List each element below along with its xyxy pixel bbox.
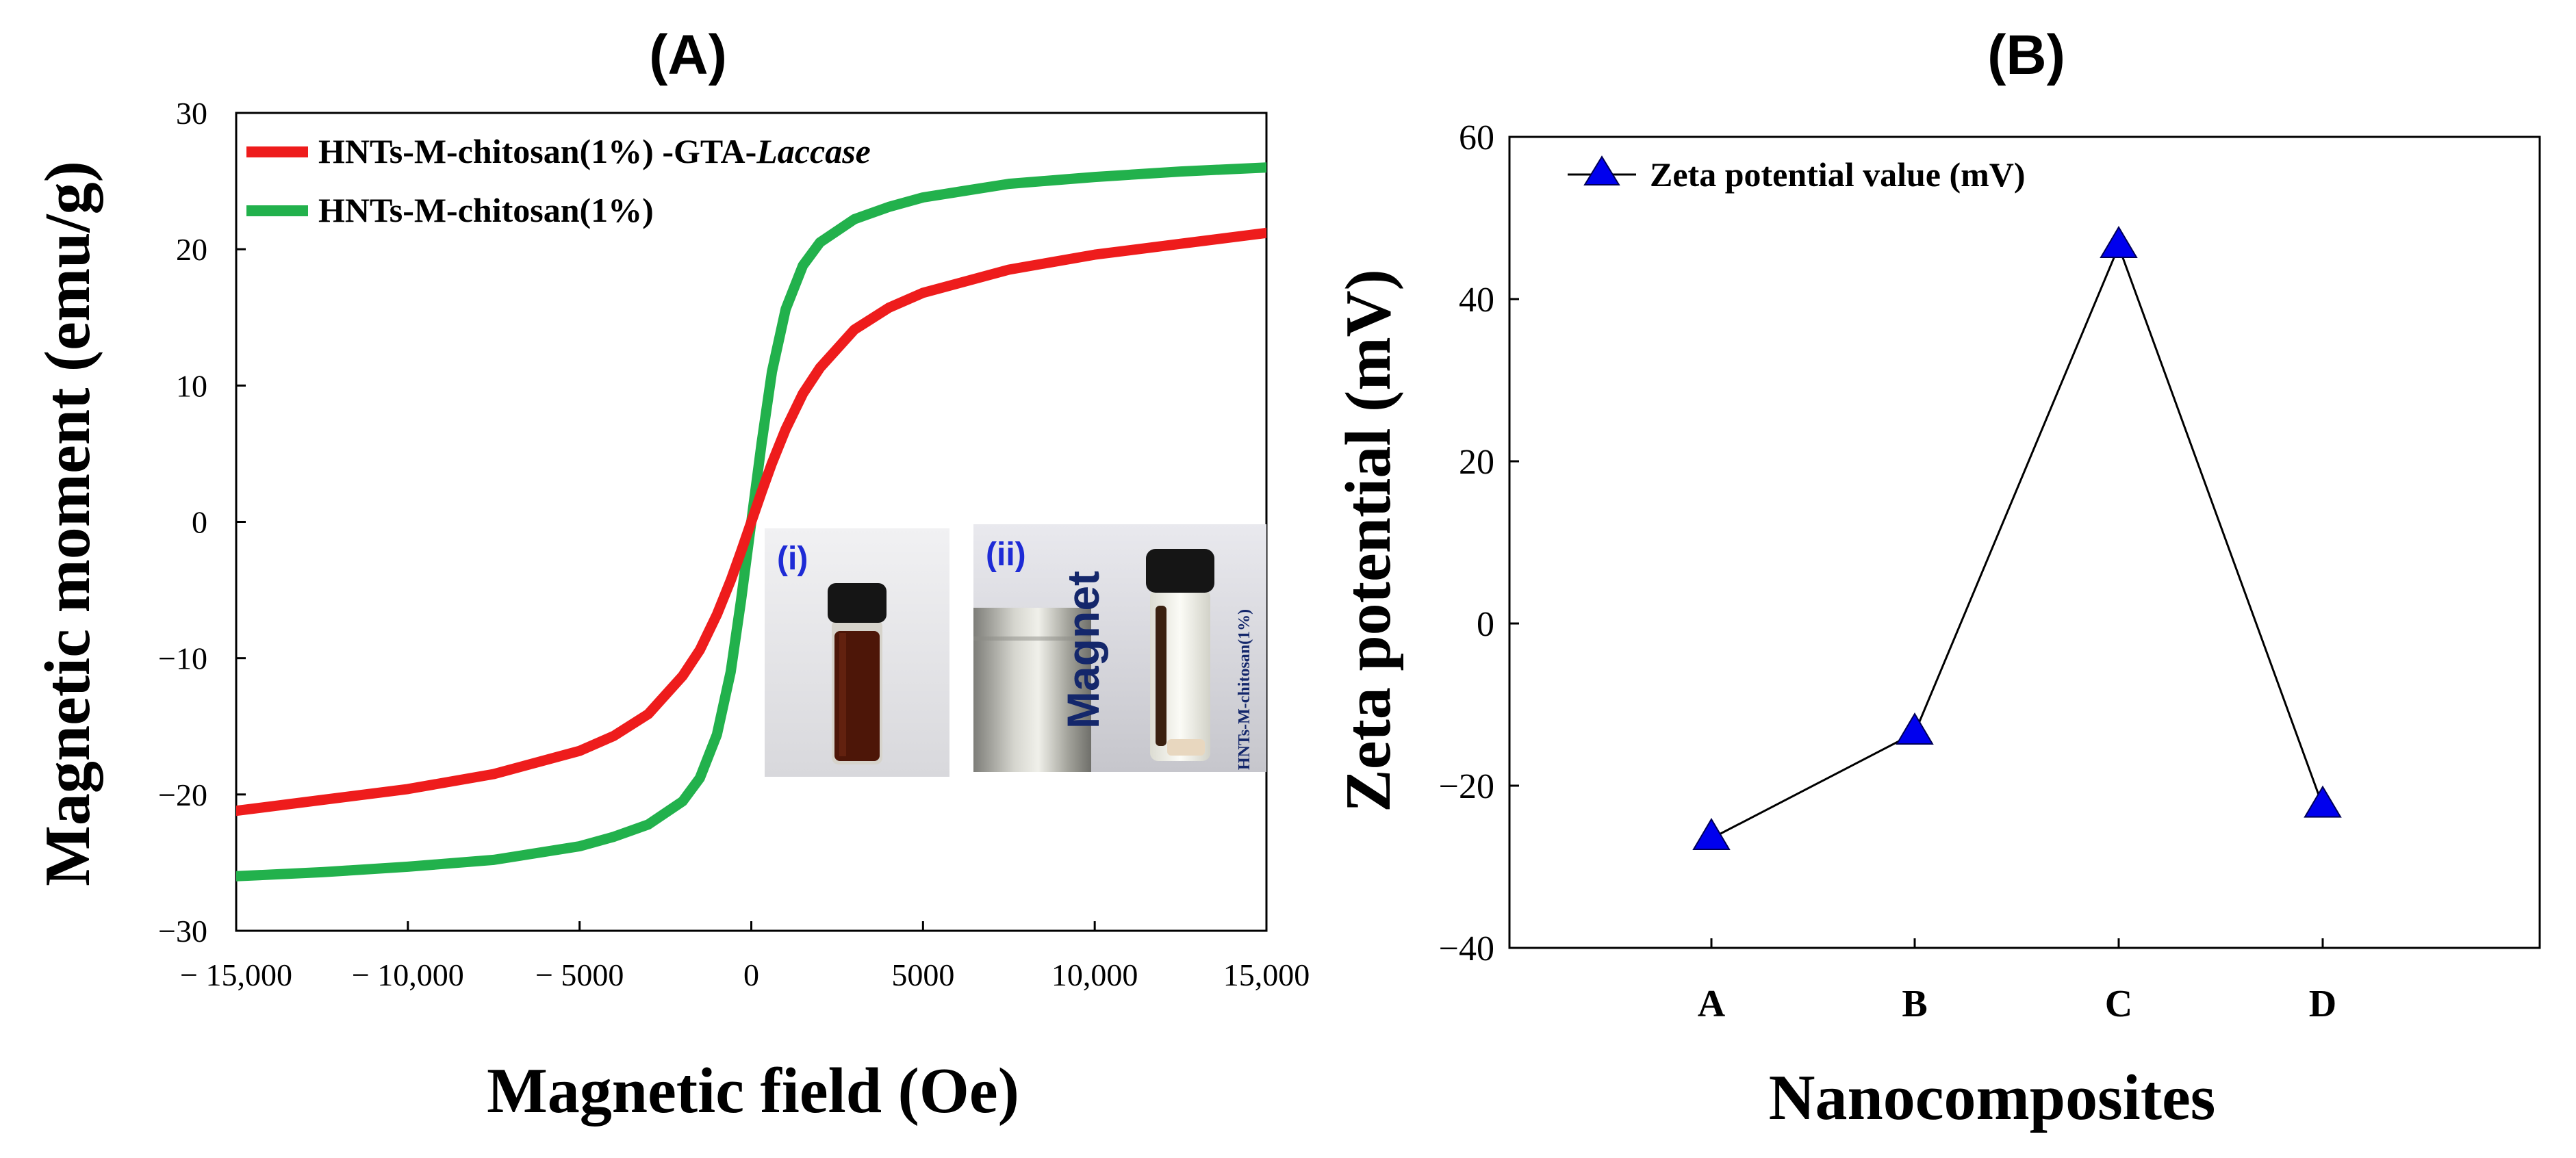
panel-a: (A) 30 20 10 0 −10 −20 −30 − 15,000 − 10,000 − 5… <box>32 24 1310 1127</box>
x-tick-label-a: 15,000 <box>1223 957 1310 992</box>
y-tick-label-a: 0 <box>192 505 207 540</box>
legend-b: Zeta potential value (mV) <box>1568 155 2026 194</box>
legend-label-laccase: HNTs-M-chitosan(1%) -GTA-Laccase <box>318 132 871 170</box>
x-tick-label-b: D <box>2309 983 2336 1025</box>
y-axis-ticks-b: 60 40 20 0 −20 −40 <box>1439 118 1519 968</box>
x-axis-ticks-a: − 15,000 − 10,000 − 5000 0 5000 10,000 15,000 <box>180 921 1310 992</box>
y-axis-title-a: Magnetic moment (emu/g) <box>32 161 103 886</box>
inset-label-ii: (ii) <box>986 537 1026 573</box>
y-tick-label-a: −30 <box>158 914 207 949</box>
x-tick-label-a: − 15,000 <box>180 957 292 992</box>
zeta-series <box>1692 226 2342 851</box>
legend-label-chitosan: HNTs-M-chitosan(1%) <box>318 191 654 229</box>
magnet-label: Magnet <box>1058 571 1108 729</box>
y-tick-label-b: 40 <box>1459 281 1494 320</box>
y-tick-label-b: −20 <box>1439 767 1494 806</box>
x-tick-label-a: − 10,000 <box>352 957 464 992</box>
panel-b-label: (B) <box>1987 24 2065 86</box>
y-tick-label-a: 30 <box>176 96 207 131</box>
legend-label-zeta: Zeta potential value (mV) <box>1650 155 2026 194</box>
y-tick-label-a: 10 <box>176 368 207 403</box>
magnet-block <box>973 608 1091 772</box>
vial-label: HNTs-M-chitosan(1%) <box>1236 609 1253 770</box>
magnetization-curves <box>236 162 1266 882</box>
x-tick-label-b: C <box>2105 983 2132 1025</box>
y-axis-title-b: Zeta potential (mV) <box>1333 269 1404 812</box>
y-tick-label-a: 20 <box>176 232 207 267</box>
x-tick-label-a: 10,000 <box>1051 957 1138 992</box>
y-tick-label-a: −20 <box>158 777 207 812</box>
x-tick-label-b: A <box>1698 983 1726 1025</box>
x-tick-label-a: 5000 <box>891 957 954 992</box>
series-line-laccase <box>236 227 1266 816</box>
data-point-a <box>1692 818 1731 851</box>
x-axis-title-b: Nanocomposites <box>1769 1062 2216 1133</box>
data-point-d <box>2304 785 2342 818</box>
inset-photo-ii: Magnet HNTs-M-chitosan(1%) (ii) <box>973 524 1266 772</box>
data-point-b <box>1896 712 1934 745</box>
legend-label-laccase-plain: HNTs-M-chitosan(1%) -GTA- <box>318 132 756 170</box>
y-axis-ticks-a: 30 20 10 0 −10 −20 −30 <box>158 96 246 949</box>
panel-b: (B) 60 40 20 0 −20 −40 A B C D Nanocomposites Ze… <box>1333 24 2541 1133</box>
y-tick-label-b: 0 <box>1477 605 1494 644</box>
x-tick-label-b: B <box>1902 983 1927 1025</box>
vial-ii-attracted-particles <box>1156 606 1166 746</box>
inset-label-i: (i) <box>777 541 808 577</box>
legend-label-laccase-italic: Laccase <box>756 132 871 170</box>
series-line-zeta <box>1711 243 2324 840</box>
y-tick-label-b: −40 <box>1439 929 1494 968</box>
legend-swatch-zeta-marker <box>1583 155 1620 185</box>
vial-ii-cap <box>1146 549 1214 593</box>
y-tick-label-a: −10 <box>158 641 207 676</box>
x-axis-title-a: Magnetic field (Oe) <box>487 1055 1019 1127</box>
y-tick-label-b: 60 <box>1459 118 1494 157</box>
panel-a-label: (A) <box>649 24 727 86</box>
legend-a: HNTs-M-chitosan(1%) -GTA-Laccase HNTs-M-… <box>246 132 871 229</box>
plot-area-b <box>1508 136 2541 949</box>
data-point-c <box>2100 226 2138 258</box>
vial-i-cap <box>828 583 887 623</box>
y-tick-label-b: 20 <box>1459 443 1494 482</box>
inset-photo-i: (i) <box>765 528 949 777</box>
x-axis-ticks-b: A B C D <box>1698 938 2336 1025</box>
x-tick-label-a: − 5000 <box>535 957 624 992</box>
x-tick-label-a: 0 <box>743 957 759 992</box>
